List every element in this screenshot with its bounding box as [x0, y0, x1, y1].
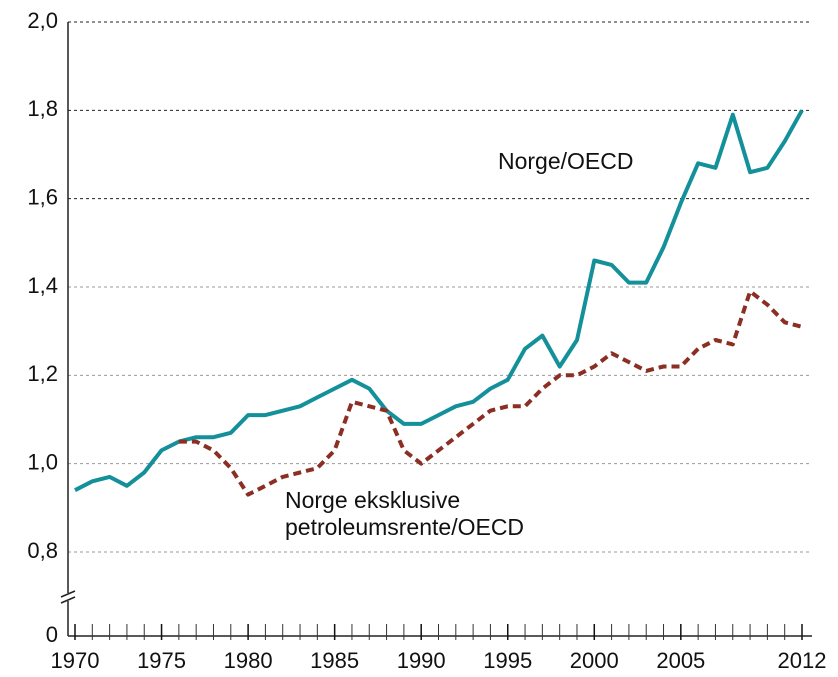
- y-tick-label: 0: [46, 622, 58, 647]
- series-label: Norge eksklusive petroleumsrente/OECD: [285, 487, 525, 540]
- y-tick-label: 1,8: [27, 96, 58, 121]
- x-tick-label: 1985: [310, 648, 359, 673]
- y-tick-label: 1,6: [27, 184, 58, 209]
- axis-break: [60, 590, 76, 598]
- x-tick-label: 1990: [397, 648, 446, 673]
- series-label: Norge/OECD: [498, 148, 634, 174]
- y-tick-label: 0,8: [27, 538, 58, 563]
- x-tick-label: 1980: [224, 648, 273, 673]
- x-tick-label: 2005: [656, 648, 705, 673]
- x-tick-label: 1975: [137, 648, 186, 673]
- series-line: [74, 109, 804, 492]
- y-tick-label: 1,2: [27, 361, 58, 386]
- axis-break-gap: [60, 593, 76, 601]
- y-tick-label: 1,4: [27, 273, 58, 298]
- axis-break: [60, 596, 76, 604]
- x-tick-label: 1970: [51, 648, 100, 673]
- x-tick-label: 1995: [483, 648, 532, 673]
- series-line: [178, 289, 803, 497]
- y-tick-label: 1,0: [27, 449, 58, 474]
- y-tick-label: 2,0: [27, 8, 58, 33]
- x-tick-label: 2000: [570, 648, 619, 673]
- x-tick-label: 2012: [778, 648, 827, 673]
